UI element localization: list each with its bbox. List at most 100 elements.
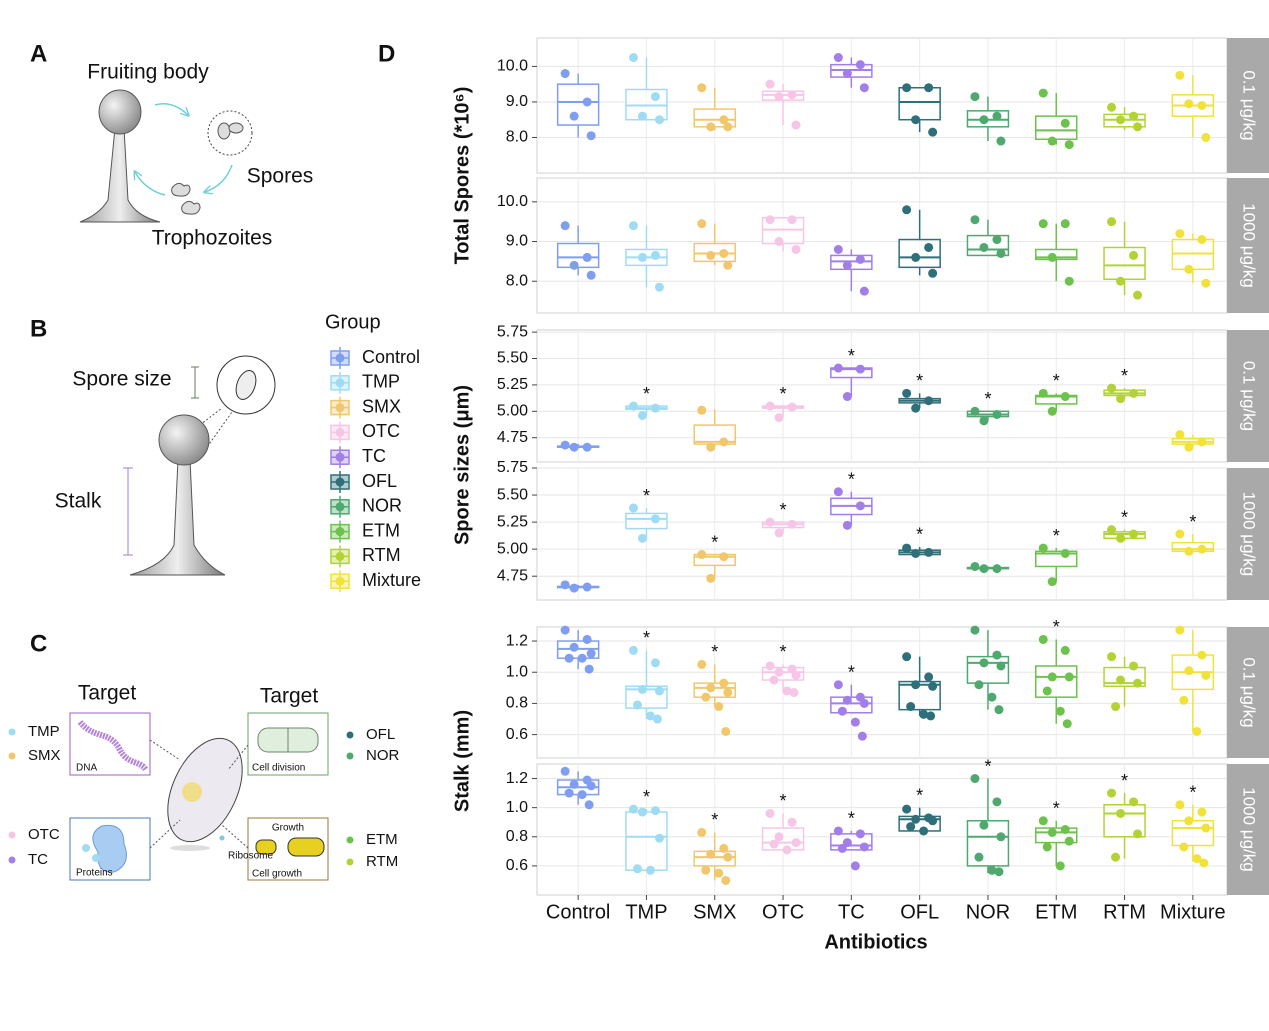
arrow xyxy=(135,172,166,196)
legend-title: Group xyxy=(325,311,381,333)
point xyxy=(723,260,733,270)
point xyxy=(569,111,579,121)
drug-dot xyxy=(82,844,90,852)
legend-label: SMX xyxy=(362,396,401,416)
point xyxy=(1107,217,1117,227)
legend-label: NOR xyxy=(362,496,402,516)
zoom-lines xyxy=(199,407,233,451)
point xyxy=(628,221,638,231)
box xyxy=(966,820,1010,867)
point xyxy=(855,829,865,839)
point xyxy=(697,659,707,669)
legend-label: TC xyxy=(362,446,386,466)
significance: * xyxy=(1121,507,1128,527)
point xyxy=(1038,388,1048,398)
point xyxy=(842,520,852,530)
point xyxy=(650,92,660,102)
point xyxy=(697,550,707,560)
point xyxy=(774,92,784,102)
point xyxy=(1042,842,1052,852)
point xyxy=(1060,825,1070,834)
point xyxy=(970,625,980,635)
drug-dot xyxy=(8,856,16,864)
bracket xyxy=(191,366,199,399)
point xyxy=(719,843,729,853)
point xyxy=(1038,88,1048,98)
point xyxy=(1201,670,1211,680)
point xyxy=(637,807,647,817)
point xyxy=(569,260,579,270)
point xyxy=(833,826,843,836)
point xyxy=(1201,823,1211,833)
significance: * xyxy=(643,486,650,506)
head-drawing xyxy=(158,414,210,466)
point xyxy=(791,244,801,254)
point xyxy=(714,868,724,878)
arrow xyxy=(154,103,188,115)
point xyxy=(911,814,921,824)
significance: * xyxy=(780,642,787,662)
point xyxy=(842,838,852,848)
point xyxy=(1116,276,1126,286)
point xyxy=(582,634,592,644)
panel-c: C Target Target DNA Cell division Protei… xyxy=(8,630,400,881)
y-tick-label: 5.50 xyxy=(497,350,528,367)
point xyxy=(645,711,655,721)
point xyxy=(902,83,912,93)
point xyxy=(1111,702,1121,712)
point xyxy=(1184,546,1194,556)
point xyxy=(769,675,779,685)
drug-label: RTM xyxy=(366,853,398,870)
point xyxy=(1038,219,1048,229)
point xyxy=(911,252,921,262)
point xyxy=(645,865,655,875)
point xyxy=(970,92,980,102)
strip-label: 0.1 μg/kg xyxy=(1240,70,1259,140)
point xyxy=(992,235,1002,245)
y-tick-label: 9.0 xyxy=(506,233,528,250)
y-axis-title: Total Spores (*10⁶) xyxy=(451,87,473,265)
drug-label: OFL xyxy=(366,726,395,743)
point xyxy=(902,652,912,662)
point xyxy=(701,692,711,702)
ribosome-dot xyxy=(219,835,225,841)
point xyxy=(765,79,775,89)
point xyxy=(906,702,916,712)
x-tick-label: SMX xyxy=(693,901,736,923)
point xyxy=(1062,719,1072,729)
caption: Target xyxy=(78,682,137,705)
point xyxy=(994,867,1004,877)
point xyxy=(1179,695,1189,705)
point xyxy=(992,650,1002,660)
legend-label: TMP xyxy=(362,372,400,392)
significance: * xyxy=(984,756,991,776)
significance: * xyxy=(1189,512,1196,532)
significance: * xyxy=(780,384,787,404)
point xyxy=(706,442,716,452)
legend-point xyxy=(335,427,345,437)
point xyxy=(1133,122,1143,132)
box xyxy=(898,238,941,269)
legend-point xyxy=(335,403,345,413)
x-tick-label: NOR xyxy=(966,901,1010,923)
caption: Fruiting body xyxy=(87,61,209,84)
significance: * xyxy=(1189,783,1196,803)
point xyxy=(859,286,869,296)
point xyxy=(855,364,865,374)
point xyxy=(1175,529,1185,539)
drug-dot xyxy=(8,831,16,839)
strip-label: 1000 μg/kg xyxy=(1240,203,1259,287)
x-tick-label: RTM xyxy=(1103,901,1146,923)
point xyxy=(564,788,574,798)
point xyxy=(842,392,852,402)
legend-label: RTM xyxy=(362,545,401,565)
bracket xyxy=(123,467,133,556)
significance: * xyxy=(711,532,718,552)
point xyxy=(628,645,638,655)
point xyxy=(1038,543,1048,553)
point xyxy=(1060,118,1070,128)
box xyxy=(556,83,600,126)
strip-label: 1000 μg/kg xyxy=(1240,787,1259,871)
point xyxy=(837,843,847,853)
point xyxy=(992,111,1002,121)
